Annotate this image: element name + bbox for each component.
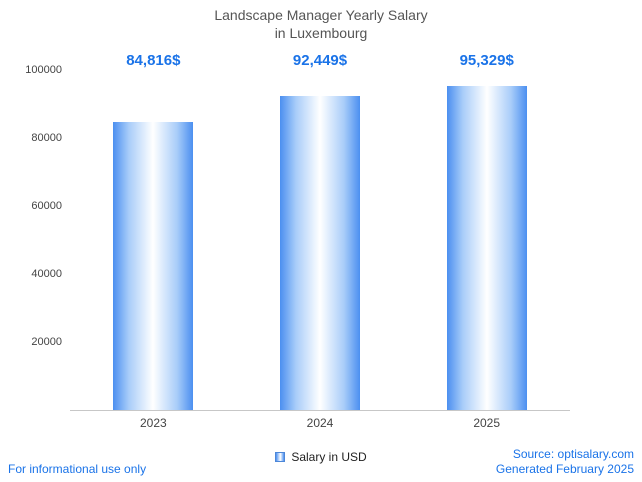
x-tick-label: 2024 xyxy=(306,416,334,430)
chart-title-line1: Landscape Manager Yearly Salary xyxy=(214,7,428,23)
source-link[interactable]: Source: optisalary.com xyxy=(512,447,634,461)
y-tick-label: 20000 xyxy=(31,336,62,348)
x-tick-label: 2025 xyxy=(473,416,501,430)
disclaimer-text: For informational use only xyxy=(8,462,147,476)
bar-2024[interactable] xyxy=(280,95,360,410)
bar-value-labels-row: 84,816$ 92,449$ 95,329$ xyxy=(70,52,570,69)
y-axis: 20000 40000 60000 80000 100000 xyxy=(0,64,62,410)
y-tick-label: 80000 xyxy=(31,132,62,144)
legend-swatch-icon xyxy=(275,452,286,462)
y-tick-label: 40000 xyxy=(31,268,62,280)
source-block: Source: optisalary.com Generated Februar… xyxy=(496,447,634,477)
bar-2023[interactable] xyxy=(113,121,194,410)
chart-title: Landscape Manager Yearly Salary in Luxem… xyxy=(0,6,642,42)
y-tick-label: 60000 xyxy=(31,200,62,212)
legend-label: Salary in USD xyxy=(291,450,367,464)
bar-2025[interactable] xyxy=(446,85,527,410)
y-tick-label: 100000 xyxy=(25,64,62,76)
bar-column xyxy=(70,70,237,410)
plot-area xyxy=(70,70,570,411)
bar-column xyxy=(403,70,570,410)
generated-text: Generated February 2025 xyxy=(495,462,634,476)
bar-value-label: 84,816$ xyxy=(126,52,181,69)
bar-column xyxy=(237,70,404,410)
legend: Salary in USD xyxy=(0,450,642,464)
x-tick-label: 2023 xyxy=(139,416,167,430)
x-axis: 2023 2024 2025 xyxy=(70,416,570,430)
bar-value-label: 92,449$ xyxy=(292,52,348,69)
bar-value-label: 95,329$ xyxy=(459,52,514,69)
chart-title-line2: in Luxembourg xyxy=(274,25,368,41)
